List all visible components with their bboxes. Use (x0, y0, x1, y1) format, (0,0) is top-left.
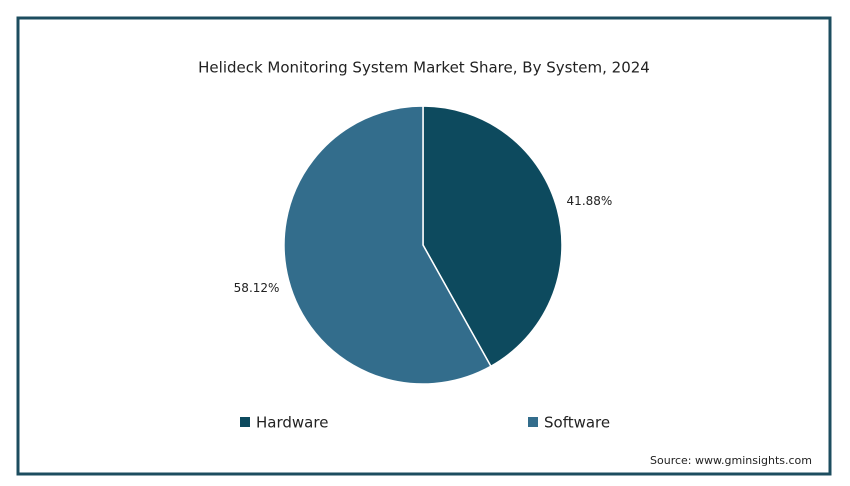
data-label: 41.88% (567, 194, 613, 208)
data-label: 58.12% (234, 281, 280, 295)
legend-swatch (240, 417, 250, 427)
source: Source: www.gminsights.com (650, 454, 812, 467)
legend-label: Hardware (256, 414, 328, 432)
pie-slice (283, 105, 492, 385)
legend-label: Software (544, 414, 610, 432)
pie-slice (422, 105, 563, 368)
chart-title: Helideck Monitoring System Market Share,… (198, 59, 650, 77)
legend-swatch (528, 417, 538, 427)
